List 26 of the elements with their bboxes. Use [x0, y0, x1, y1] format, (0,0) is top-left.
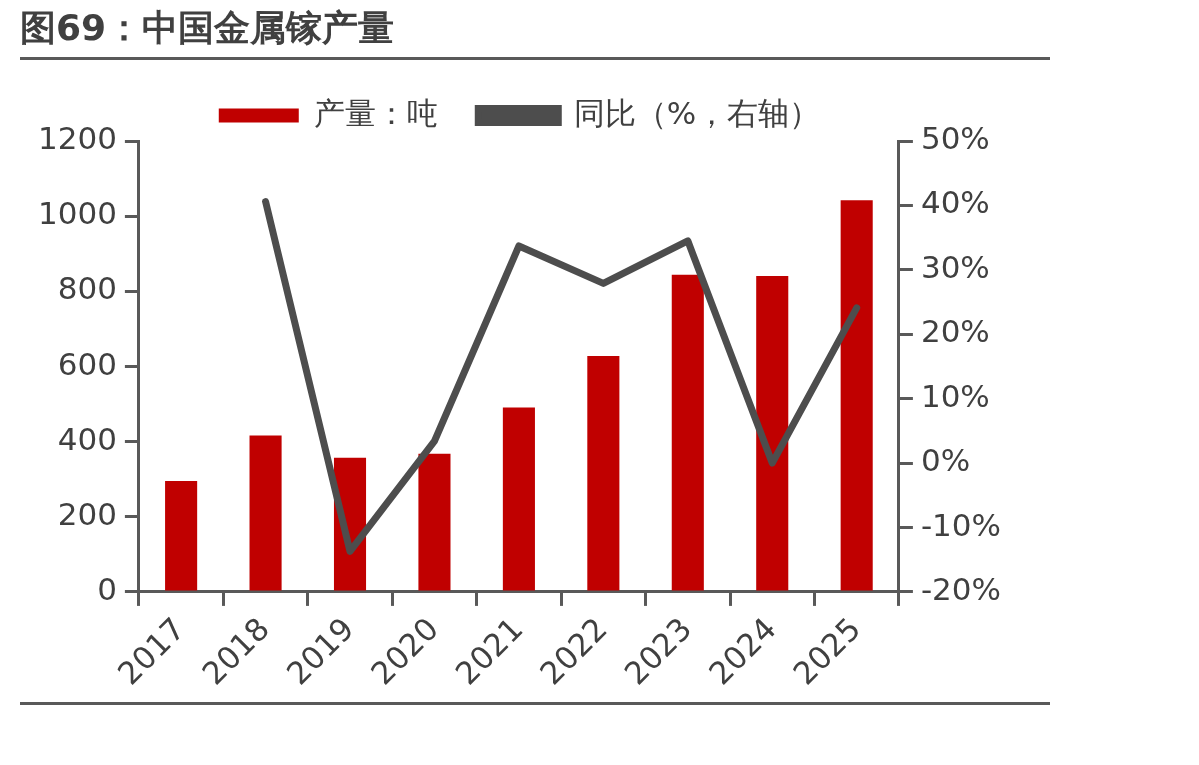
bar: [756, 275, 789, 591]
y2-tick-label: 10%: [920, 377, 990, 414]
y-tick-label: 0: [97, 570, 117, 607]
y-tick-label: 400: [57, 420, 117, 457]
bar: [418, 453, 451, 591]
y2-tick-label: 40%: [920, 184, 990, 221]
bar: [249, 435, 282, 591]
y-tick-label: 1200: [37, 120, 117, 157]
bar: [587, 355, 620, 591]
y-tick-label: 1000: [37, 195, 117, 232]
bar: [165, 481, 198, 591]
y2-tick-label: 50%: [920, 120, 990, 157]
legend-label: 产量：吨: [314, 94, 439, 131]
y-tick-label: 800: [57, 270, 117, 307]
y-tick-label: 600: [57, 345, 117, 382]
y2-tick-label: -20%: [920, 570, 1002, 607]
bar: [502, 407, 535, 591]
y2-tick-label: 30%: [920, 248, 990, 285]
chart-title: 图69：中国金属镓产量: [20, 4, 1050, 60]
y2-tick-label: -10%: [920, 506, 1002, 543]
legend-label: 同比（%，右轴）: [573, 94, 821, 131]
y-tick-label: 200: [57, 495, 117, 532]
bar: [671, 274, 704, 591]
bar: [840, 200, 873, 591]
y2-tick-label: 0%: [920, 442, 971, 479]
y2-tick-label: 20%: [920, 313, 990, 350]
